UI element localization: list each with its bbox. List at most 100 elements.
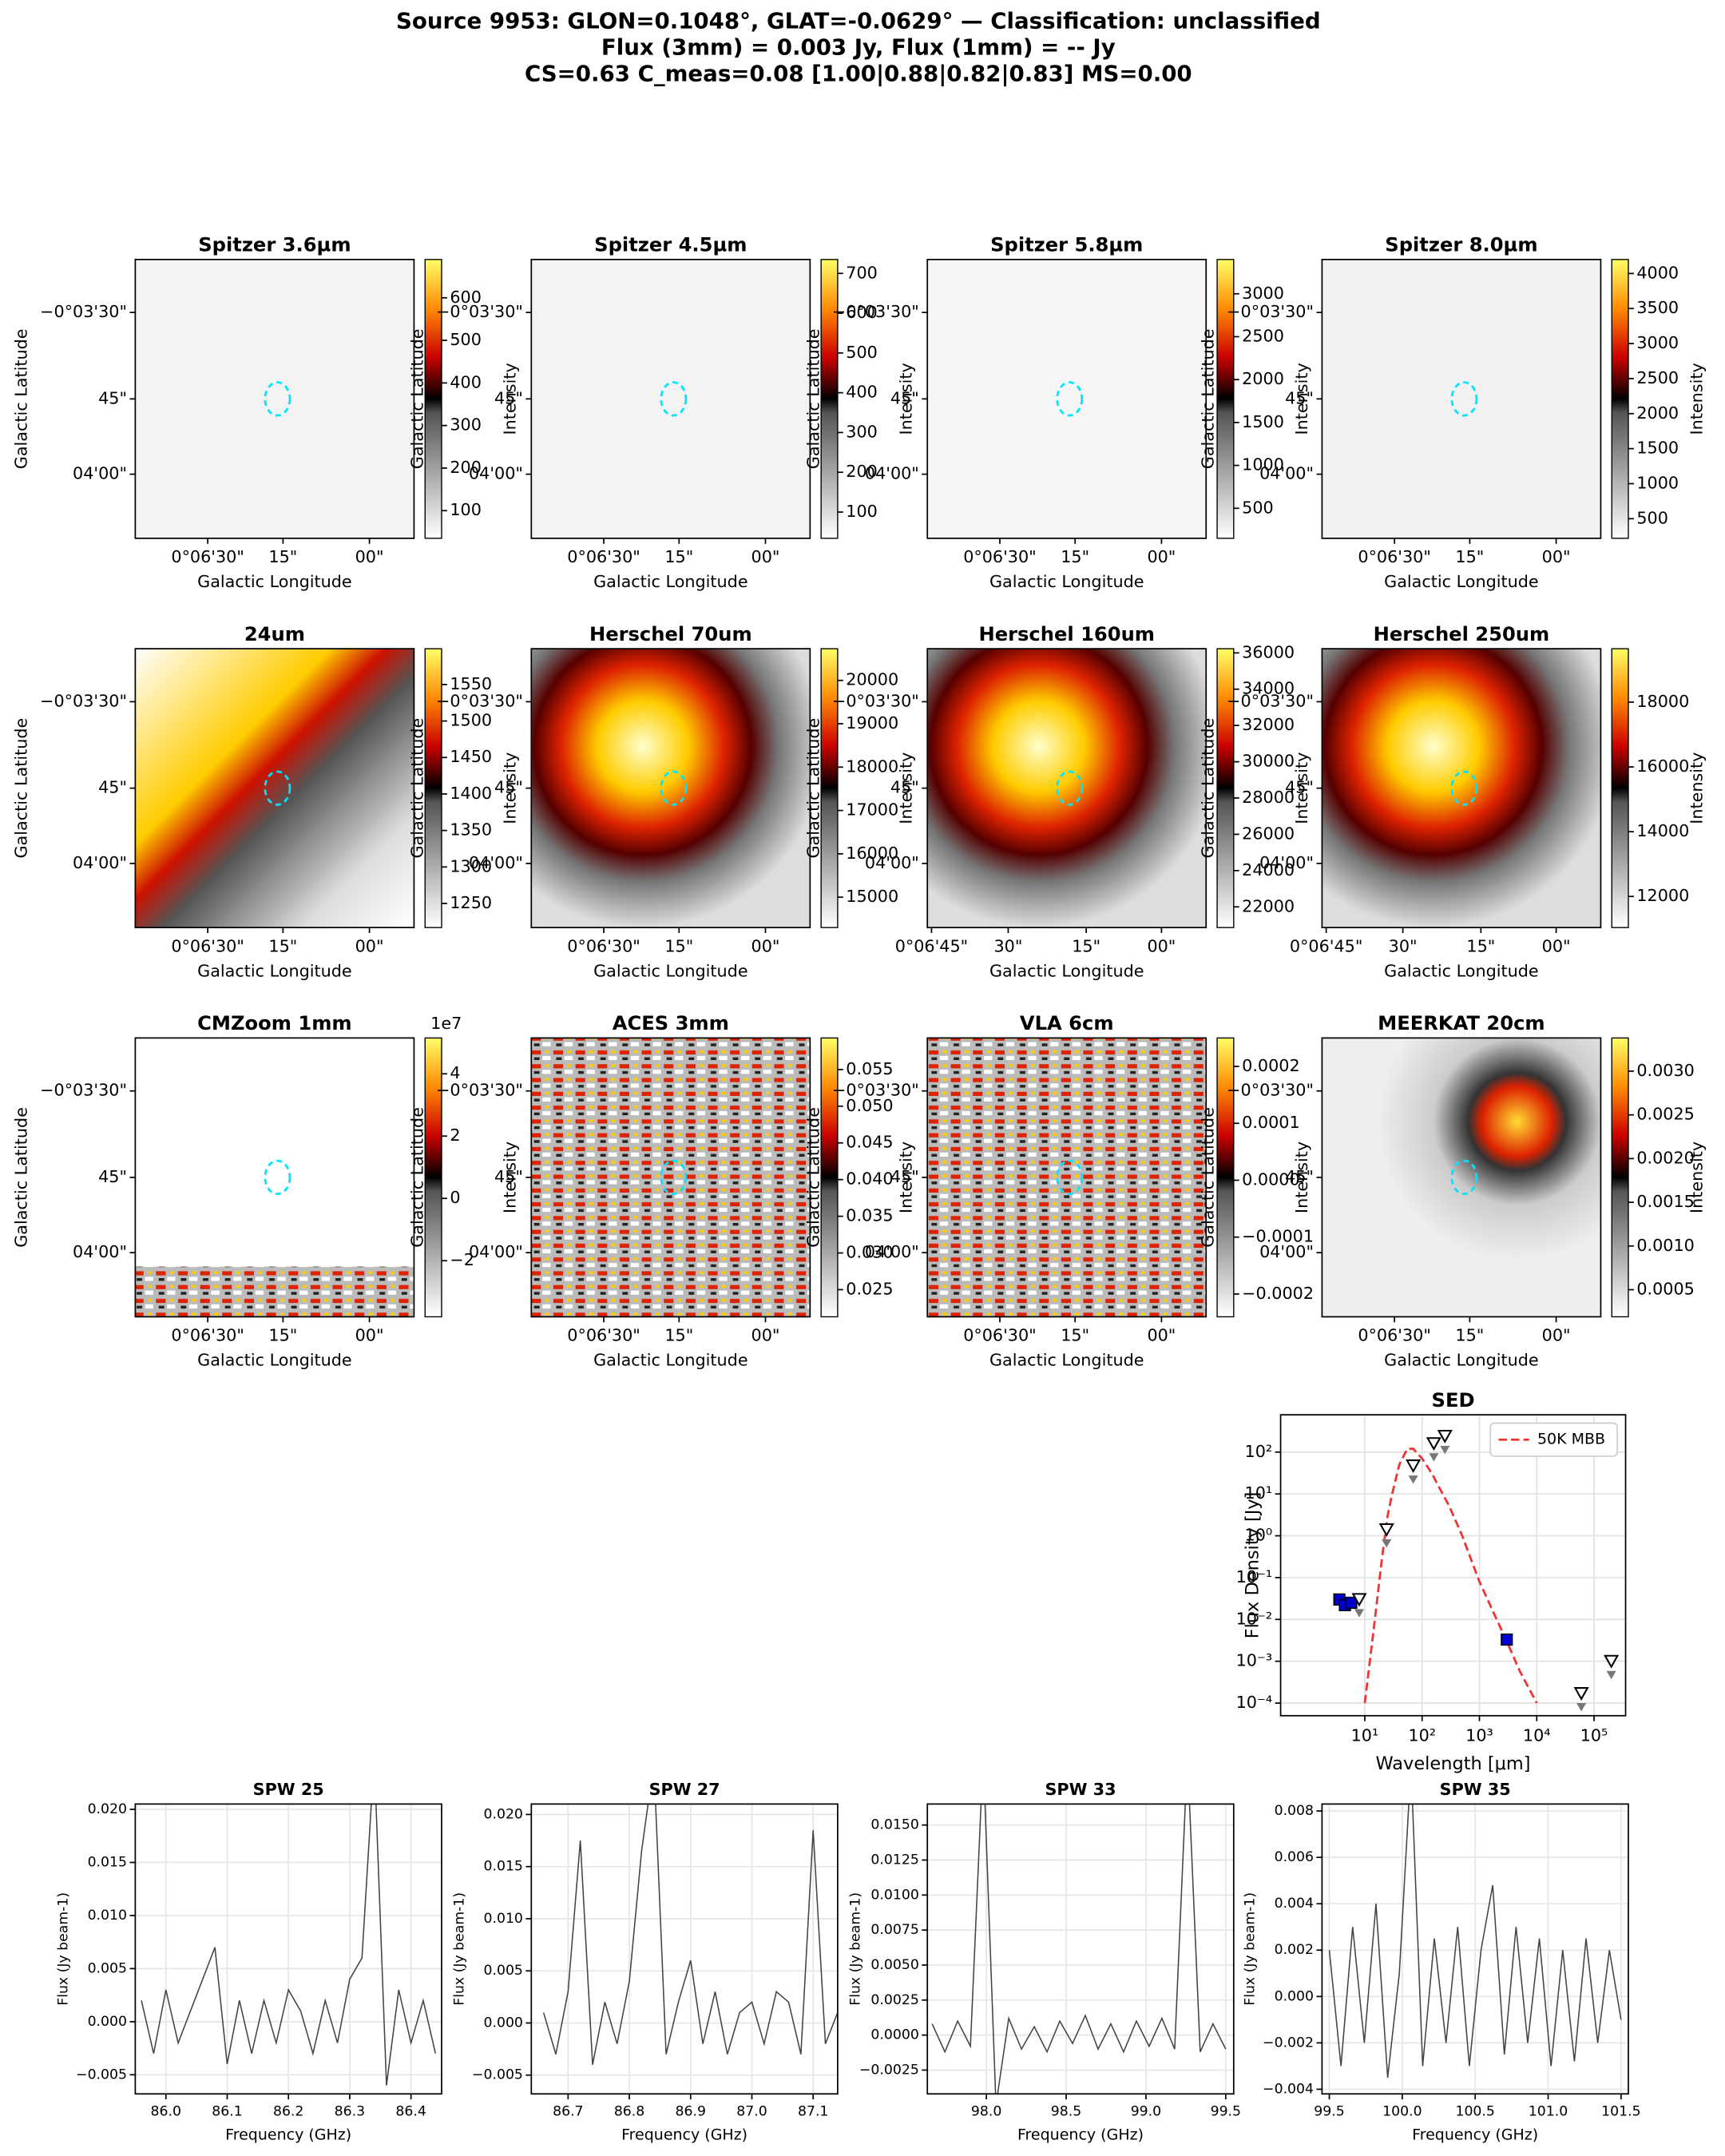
colorbar-tick-label: 500 — [450, 330, 482, 349]
y-tick-label: −0°03'30" — [1227, 302, 1314, 321]
y-tick-label: −0°03'30" — [40, 1081, 127, 1100]
y-axis-label: Galactic Latitude — [12, 718, 31, 859]
x-tick-label: 00" — [1147, 936, 1176, 955]
colorbar-tick-label: 1500 — [1636, 439, 1679, 458]
colorbar-tick-label: 2000 — [1242, 369, 1284, 388]
x-axis-label: Galactic Longitude — [1384, 961, 1539, 980]
y-tick-label: 10² — [1245, 1442, 1273, 1461]
y-tick-label: 04'00" — [469, 1242, 523, 1261]
x-tick-label: 0°06'30" — [567, 936, 640, 955]
x-tick-label: 00" — [355, 1326, 384, 1345]
colorbar-tick-label: 12000 — [1636, 886, 1689, 905]
colorbar-tick-label: 0.045 — [846, 1133, 893, 1152]
x-axis-label: Galactic Longitude — [989, 1351, 1144, 1370]
x-axis-label: Frequency (GHz) — [1017, 2126, 1144, 2144]
panel-title: Herschel 70um — [589, 623, 752, 645]
x-tick-label: 0°06'45" — [1290, 936, 1363, 955]
image-panel — [531, 1038, 811, 1317]
panel-title: Herschel 160um — [978, 623, 1155, 645]
upper-limit — [1378, 1523, 1394, 1537]
image-panel — [927, 649, 1207, 928]
colorbar-tick-label: 3500 — [1636, 298, 1679, 317]
colorbar-tick-label: 500 — [1636, 508, 1668, 527]
y-tick-label: 04'00" — [1259, 1242, 1314, 1261]
colorbar-tick-label: 0.030 — [846, 1243, 893, 1262]
panel-title: MEERKAT 20cm — [1378, 1012, 1545, 1034]
x-tick-label: 101.0 — [1529, 2104, 1568, 2120]
source-aperture — [264, 770, 291, 806]
y-tick-label: 45" — [1285, 1167, 1314, 1186]
colorbar-tick-label: 0.035 — [846, 1206, 893, 1225]
y-tick-label: 10⁻² — [1236, 1609, 1273, 1628]
colorbar-label: Intensity — [1292, 752, 1311, 824]
x-axis-label: Frequency (GHz) — [621, 2126, 748, 2144]
x-tick-label: 00" — [751, 1326, 780, 1345]
colorbar-tick-label: −2 — [450, 1250, 474, 1269]
y-tick-label: 0.005 — [88, 1960, 127, 1976]
y-tick-label: 0.020 — [88, 1801, 127, 1817]
source-aperture — [660, 381, 688, 417]
colorbar-tick-label: 100 — [846, 502, 878, 521]
y-tick-label: 0.000 — [88, 2014, 127, 2030]
colorbar-tick-label: 600 — [846, 303, 878, 322]
x-tick-label: 15" — [1455, 547, 1484, 566]
model-curve — [1363, 1447, 1538, 1704]
y-tick-label: 0.000 — [1275, 1988, 1314, 2004]
plot-area — [1280, 1415, 1626, 1716]
y-tick-label: −0°03'30" — [1227, 1081, 1314, 1100]
y-tick-label: 45" — [494, 388, 523, 407]
colorbar-tick-label: 1500 — [450, 711, 492, 730]
y-tick-label: 04'00" — [73, 464, 127, 483]
y-tick-label: −0°03'30" — [832, 302, 919, 321]
x-tick-label: 87.0 — [736, 2104, 767, 2120]
x-tick-label: 100.0 — [1382, 2104, 1422, 2120]
x-tick-label: 00" — [355, 547, 384, 566]
colorbar — [1611, 259, 1629, 539]
colorbar-tick-label: 0.0030 — [1636, 1061, 1695, 1080]
limit-arrow — [1408, 1475, 1418, 1484]
panel-title: Herschel 250um — [1374, 623, 1550, 645]
y-tick-label: 04'00" — [469, 853, 523, 872]
x-tick-label: 0°06'45" — [895, 936, 969, 955]
colorbar-tick-label: 0.0010 — [1636, 1236, 1695, 1255]
x-tick-label: 10⁴ — [1523, 1726, 1551, 1745]
x-tick-label: 99.5 — [1314, 2104, 1344, 2120]
colorbar — [424, 1037, 442, 1318]
x-tick-label: 15" — [1061, 547, 1089, 566]
colorbar-tick-label: 18000 — [846, 756, 898, 776]
y-tick-label: 04'00" — [73, 853, 127, 872]
x-tick-label: 30" — [1389, 936, 1418, 955]
x-tick-label: 86.7 — [553, 2104, 583, 2120]
x-tick-label: 86.1 — [212, 2104, 242, 2120]
image-panel — [1322, 1038, 1601, 1317]
y-tick-label: −0.002 — [1263, 2035, 1314, 2051]
colorbar-tick-label: 700 — [846, 263, 878, 282]
colorbar-tick-label: 2500 — [1636, 368, 1679, 387]
y-tick-label: 04'00" — [865, 853, 919, 872]
x-tick-label: 15" — [268, 547, 297, 566]
y-tick-label: 45" — [890, 1167, 919, 1186]
x-tick-label: 00" — [1542, 936, 1571, 955]
limit-arrow — [1429, 1453, 1439, 1462]
colorbar-tick-label: 500 — [846, 343, 878, 362]
detection — [1501, 1633, 1513, 1646]
panel-title: SPW 35 — [1440, 1780, 1511, 1799]
y-tick-label: −0°03'30" — [436, 691, 523, 710]
colorbar — [424, 648, 442, 928]
y-tick-label: 0.005 — [483, 1963, 522, 1979]
x-tick-label: 86.3 — [335, 2104, 365, 2120]
colorbar-tick-label: 3000 — [1636, 333, 1679, 352]
colorbar — [1611, 648, 1629, 928]
x-tick-label: 00" — [751, 936, 780, 955]
y-tick-label: 0.0025 — [870, 1992, 918, 2008]
x-tick-label: 86.0 — [151, 2104, 181, 2120]
panel-title: SPW 27 — [649, 1780, 720, 1799]
x-tick-label: 86.9 — [676, 2104, 706, 2120]
y-tick-label: −0°03'30" — [436, 1081, 523, 1100]
y-axis-label: Galactic Latitude — [1199, 1107, 1218, 1248]
source-aperture — [1450, 770, 1478, 806]
y-tick-label: 10⁰ — [1245, 1526, 1273, 1545]
colorbar-tick-label: 24000 — [1242, 860, 1295, 879]
axes-frame — [1279, 1414, 1627, 1717]
x-tick-label: 10¹ — [1351, 1726, 1379, 1745]
